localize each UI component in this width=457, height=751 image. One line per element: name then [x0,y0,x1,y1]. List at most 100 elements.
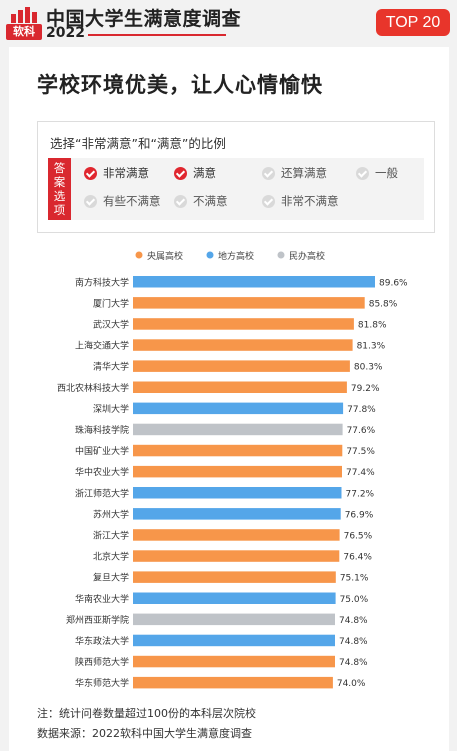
answer-option-label: 不满意 [193,194,228,208]
legend-marker [206,251,214,259]
bar [133,634,335,647]
value-label: 74.0% [337,679,366,689]
answer-option: 有些不满意 [84,193,161,209]
answer-selection-box: 选择“非常满意”和“满意”的比例 答案选项 非常满意 满意 还算满意 一般有些不满意 不… [37,121,435,233]
bar [133,613,335,626]
answer-option-label: 非常不满意 [281,194,339,208]
bar [133,508,341,520]
category-label: 华东政法大学 [75,635,129,647]
value-label: 80.3% [354,363,383,373]
category-label: 华南农业大学 [75,593,129,605]
bar [133,276,375,288]
category-label: 厦门大学 [93,297,129,309]
answer-option-label: 满意 [193,166,216,180]
answer-option: 还算满意 [262,165,327,181]
survey-title: 中国大学生满意度调查 [46,8,242,30]
value-label: 77.5% [346,447,375,457]
category-label: 陕西师范大学 [75,656,129,668]
value-label: 74.8% [339,616,368,626]
category-label: 华东师范大学 [75,677,129,689]
bar [133,360,350,372]
top-bar: 软科 中国大学生满意度调查 2022 TOP 20 [0,0,457,44]
answer-options-label: 答案选项 [48,158,71,220]
check-unselected-icon [356,166,369,180]
content-card: 学校环境优美，让人心情愉快 选择“非常满意”和“满意”的比例 答案选项 非常满意… [9,47,449,751]
category-label: 浙江大学 [93,529,129,541]
bar [133,339,353,351]
category-label: 浙江师范大学 [75,487,129,499]
bar [133,676,333,689]
top-badge: TOP 20 [376,9,450,36]
bar [133,571,336,583]
legend-label: 央属高校 [147,250,183,262]
bar [133,655,335,668]
value-label: 81.8% [358,320,387,330]
category-label: 西北农林科技大学 [57,382,129,394]
value-label: 75.1% [340,574,369,584]
shanghai-ranking-logo: 软科 [6,5,42,41]
bar [133,297,365,309]
legend-marker [135,251,143,259]
value-label: 76.4% [343,553,372,563]
answer-option: 满意 [174,165,216,181]
value-label: 77.6% [347,426,376,436]
answer-option-label: 一般 [375,166,398,180]
value-label: 76.5% [344,531,373,541]
category-label: 深圳大学 [93,403,129,415]
value-label: 81.3% [357,342,386,352]
check-unselected-icon [262,166,275,180]
category-label: 珠海科技学院 [75,424,129,436]
check-unselected-icon [174,194,187,208]
answer-option-label: 非常满意 [103,166,149,180]
value-label: 77.8% [347,405,376,415]
bar [133,550,340,562]
answer-option-label: 还算满意 [281,166,327,180]
category-label: 武汉大学 [93,318,129,330]
category-label: 苏州大学 [93,508,129,520]
category-label: 北京大学 [93,551,129,563]
logo-text: 软科 [6,24,42,40]
value-label: 76.9% [345,510,374,520]
chart-note: 注：统计问卷数量超过100份的本科层次院校 [37,707,256,720]
data-source: 数据来源：2022软科中国大学生满意度调查 [37,727,252,740]
value-label: 85.8% [369,299,398,309]
answer-option: 不满意 [174,193,228,209]
category-label: 复旦大学 [93,572,129,584]
bar [133,592,336,604]
answer-option: 非常满意 [84,165,149,181]
bar [133,318,354,330]
selection-question: 选择“非常满意”和“满意”的比例 [50,136,226,151]
value-label: 74.8% [339,658,368,668]
bar [133,529,340,541]
bar [133,381,347,393]
check-selected-icon [174,166,187,180]
category-label: 上海交通大学 [75,340,129,352]
category-label: 郑州西亚斯学院 [66,614,129,626]
check-unselected-icon [84,194,97,208]
value-label: 77.2% [346,489,375,499]
legend-marker [277,251,285,259]
category-label: 南方科技大学 [75,276,129,288]
answer-options-area: 答案选项 非常满意 满意 还算满意 一般有些不满意 不满意 非常不满意 [48,158,424,220]
value-label: 77.4% [346,468,375,478]
check-selected-icon [84,166,97,180]
survey-year: 2022 [46,25,85,41]
page-headline: 学校环境优美，让人心情愉快 [37,73,323,97]
check-unselected-icon [262,194,275,208]
category-label: 中国矿业大学 [75,445,129,457]
value-label: 74.8% [339,637,368,647]
value-label: 75.0% [340,595,369,605]
bar [133,423,343,436]
title-underline [88,34,226,36]
answer-option: 一般 [356,165,398,181]
bar [133,465,342,478]
category-label: 清华大学 [93,361,129,373]
value-label: 79.2% [351,384,380,394]
answer-option-label: 有些不满意 [103,194,161,208]
logo-bars-icon [11,7,37,23]
bar [133,444,343,457]
category-label: 华中农业大学 [75,466,129,478]
value-label: 89.6% [379,278,408,288]
bar [133,402,344,415]
